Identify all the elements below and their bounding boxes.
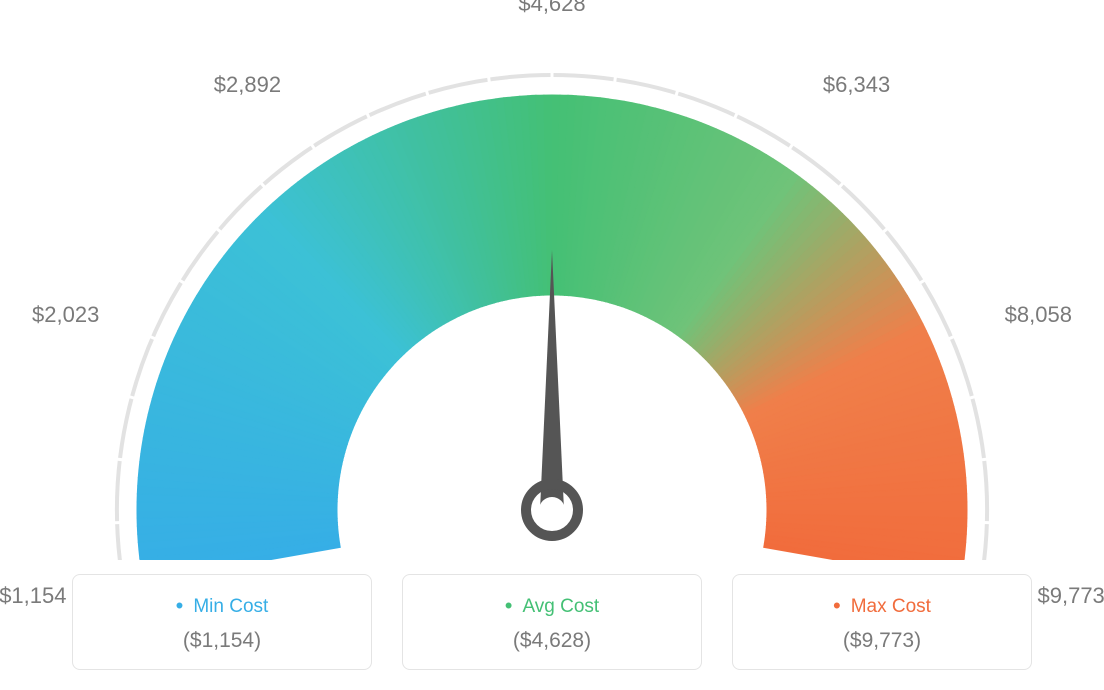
min-cost-label: Min Cost (83, 593, 361, 619)
avg-cost-value: ($4,628) (413, 629, 691, 653)
summary-cards: Min Cost ($1,154) Avg Cost ($4,628) Max … (72, 574, 1032, 670)
gauge-tick-label: $2,892 (214, 72, 281, 98)
gauge-svg (0, 0, 1104, 560)
gauge-tick-label: $6,343 (823, 72, 890, 98)
avg-cost-label: Avg Cost (413, 593, 691, 619)
gauge-tick-label: $4,628 (518, 0, 585, 17)
min-cost-card: Min Cost ($1,154) (72, 574, 372, 670)
min-cost-value: ($1,154) (83, 629, 361, 653)
gauge-tick-label: $8,058 (1005, 302, 1072, 328)
avg-cost-card: Avg Cost ($4,628) (402, 574, 702, 670)
gauge-tick-label: $1,154 (0, 583, 66, 609)
max-cost-value: ($9,773) (743, 629, 1021, 653)
max-cost-label: Max Cost (743, 593, 1021, 619)
gauge-tick-label: $2,023 (32, 302, 99, 328)
gauge-area: $1,154$2,023$2,892$4,628$6,343$8,058$9,7… (0, 0, 1104, 560)
max-cost-card: Max Cost ($9,773) (732, 574, 1032, 670)
gauge-tick-label: $9,773 (1038, 583, 1104, 609)
cost-gauge-widget: $1,154 $2,023 $2,892 $4,628 $6,343 $8,058 $9,7… (0, 0, 1104, 690)
